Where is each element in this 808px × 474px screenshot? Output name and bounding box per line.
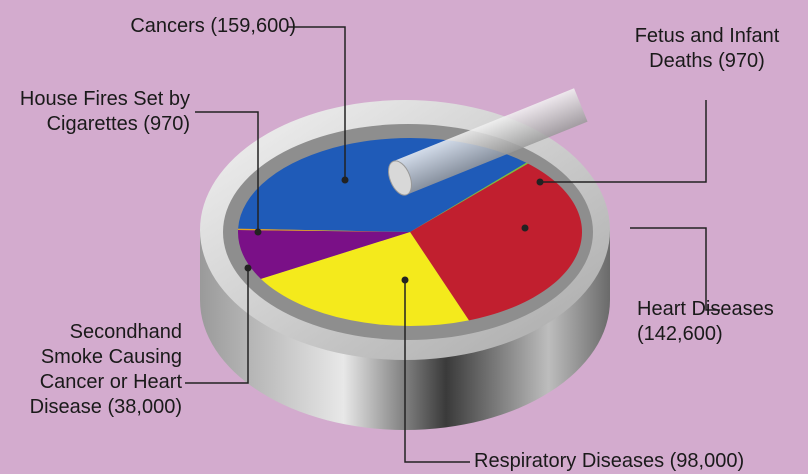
slice-label: Fetus and Infant Deaths (970): [612, 24, 802, 74]
slice-label: Heart Diseases (142,600): [637, 297, 787, 347]
value-label: (98,000): [670, 450, 745, 472]
category-name: Respiratory Diseases: [474, 450, 664, 472]
slice-label: Secondhand Smoke Causing Cancer or Heart…: [14, 320, 182, 420]
value-label: (142,600): [637, 323, 723, 345]
slice-label: Respiratory Diseases (98,000): [474, 449, 804, 474]
value-label: (159,600): [210, 15, 296, 37]
category-name: Cancers: [130, 15, 204, 37]
infographic: Cancers (159,600) Fetus and Infant Deaths…: [0, 0, 808, 474]
value-label: (970): [718, 50, 765, 72]
category-name: Heart Diseases: [637, 298, 774, 320]
slice-label: Cancers (159,600): [96, 14, 296, 39]
value-label: (38,000): [108, 396, 183, 418]
slice-label: House Fires Set by Cigarettes (970): [10, 87, 190, 137]
value-label: (970): [143, 113, 190, 135]
